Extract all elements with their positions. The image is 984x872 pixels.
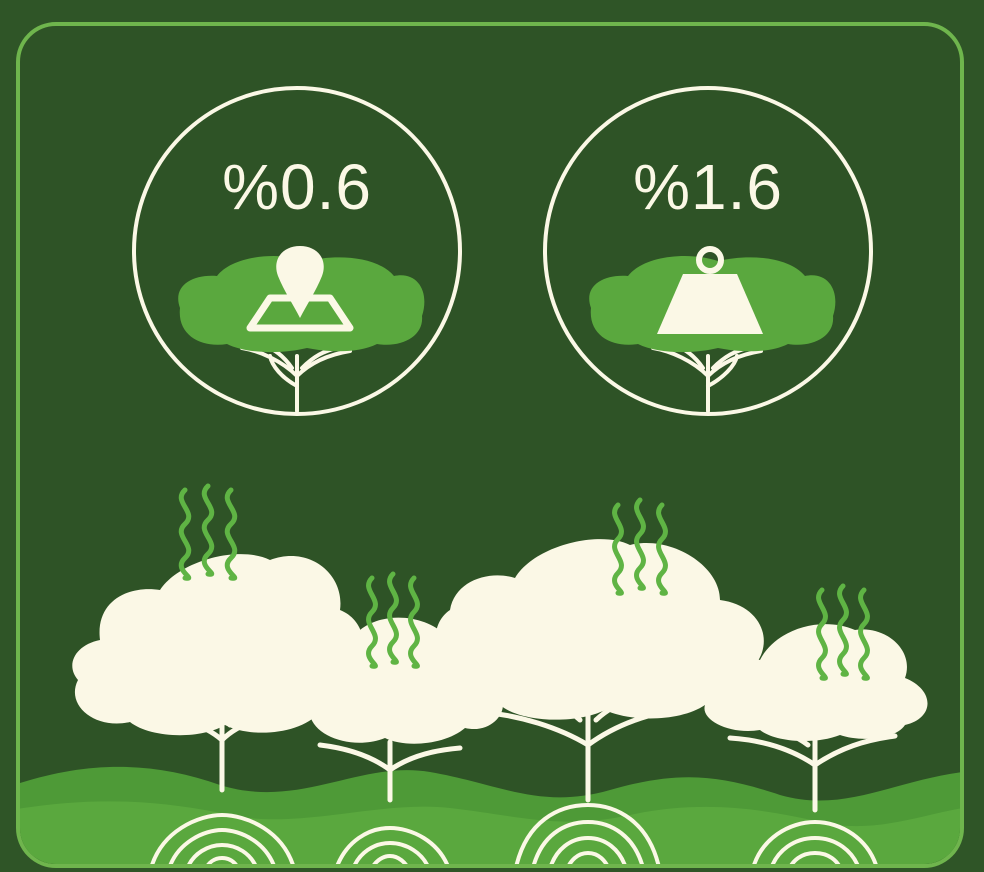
- stat-circle-weight: %1.6: [543, 86, 873, 416]
- tree-weight-illustration: [589, 246, 836, 413]
- weight-icon: [657, 246, 763, 334]
- stat-value-area: %0.6: [222, 151, 372, 223]
- stat-circle-area: %0.6: [132, 86, 462, 416]
- steam-icons: [178, 483, 870, 681]
- canopies: [72, 539, 928, 744]
- map-pin-icon: [246, 246, 354, 332]
- tree-area-illustration: [178, 246, 425, 413]
- roots: [148, 802, 880, 864]
- stat-value-weight: %1.6: [633, 151, 783, 223]
